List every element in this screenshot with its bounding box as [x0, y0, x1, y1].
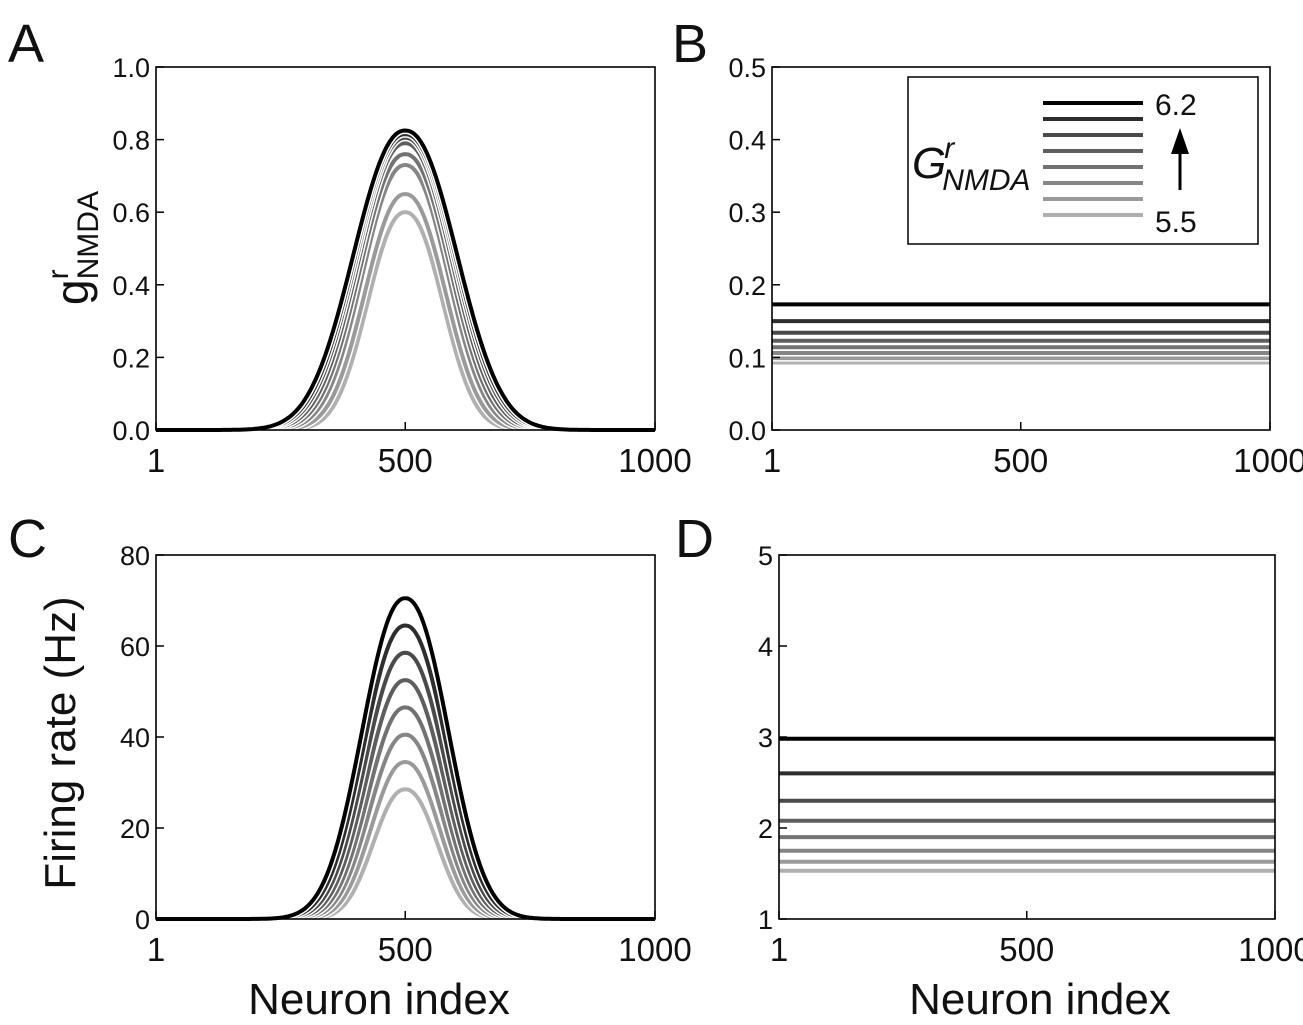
panel-d: 1 2 3 4 5 1 500 1000 — [758, 541, 1303, 968]
series-line-c-0 — [156, 787, 655, 921]
series-line-c-1 — [156, 759, 655, 921]
series-halo-c-1 — [156, 758, 655, 923]
series-line-c-6 — [156, 623, 655, 921]
x-tick-label-d-1: 500 — [999, 931, 1054, 968]
series-line-c-3 — [156, 705, 655, 921]
y-tick-label-b-2: 0.2 — [728, 271, 766, 301]
ylabel-top-subscript: NMDA — [72, 191, 105, 279]
series-halo-a-0 — [156, 208, 655, 434]
series-halo-c-4 — [156, 676, 655, 923]
legend-top-value: 6.2 — [1155, 89, 1197, 122]
y-tick-label-b-0: 0.0 — [728, 416, 766, 446]
series-halo-c-6 — [156, 621, 655, 923]
x-tick-label-b-0: 1 — [763, 442, 781, 479]
legend-title: Gr NMDA — [912, 132, 1031, 197]
series-halo-c-3 — [156, 703, 655, 923]
x-tick-label-c-0: 1 — [147, 931, 165, 968]
panel-a: 0.0 0.2 0.4 0.6 0.8 1.0 1 500 1000 — [112, 53, 691, 479]
series-group-b — [772, 300, 1270, 366]
series-halo-c-0 — [156, 785, 655, 923]
y-tick-label-c-1: 20 — [120, 814, 150, 844]
x-axis-label-left: Neuron index — [248, 975, 510, 1024]
series-line-a-5 — [156, 135, 655, 432]
x-tick-label-d-0: 1 — [770, 931, 788, 968]
plot-frame-a — [155, 66, 656, 431]
x-tick-label-b-1: 500 — [993, 442, 1048, 479]
y-tick-label-a-3: 0.6 — [112, 198, 150, 228]
y-tick-label-d-3: 4 — [758, 632, 773, 662]
legend-arrow-head — [1171, 128, 1189, 154]
y-tick-label-d-2: 3 — [758, 723, 773, 753]
panel-letter-b: B — [672, 14, 708, 74]
panel-letter-d: D — [675, 509, 714, 569]
legend-bottom-value: 5.5 — [1155, 206, 1197, 239]
x-tick-label-c-1: 500 — [378, 931, 433, 968]
y-tick-label-d-1: 2 — [758, 814, 773, 844]
x-tick-label-b-2: 1000 — [1233, 442, 1303, 479]
y-tick-label-d-4: 5 — [758, 541, 773, 571]
legend-title-base: G — [912, 139, 946, 188]
legend-title-superscript: r — [944, 132, 955, 165]
y-tick-label-b-5: 0.5 — [728, 53, 766, 83]
y-tick-label-b-1: 0.1 — [728, 343, 766, 373]
panel-letter-a: A — [8, 14, 44, 74]
series-line-a-0 — [156, 210, 655, 432]
y-tick-label-a-0: 0.0 — [112, 416, 150, 446]
series-group-c — [156, 594, 655, 923]
panel-c: 0 20 40 60 80 1 500 1000 — [120, 541, 692, 968]
ylabel-top-superscript: r — [42, 269, 75, 279]
series-line-a-2 — [156, 163, 655, 432]
y-tick-label-b-3: 0.3 — [728, 198, 766, 228]
series-halo-a-7 — [156, 126, 655, 434]
series-line-a-7 — [156, 128, 655, 432]
x-tick-label-d-2: 1000 — [1238, 931, 1303, 968]
series-halo-a-1 — [156, 190, 655, 434]
series-line-a-4 — [156, 141, 655, 432]
y-tick-label-a-1: 0.2 — [112, 343, 150, 373]
y-tick-label-a-5: 1.0 — [112, 53, 150, 83]
x-tick-label-a-1: 500 — [378, 442, 433, 479]
y-tick-label-c-4: 80 — [120, 541, 150, 571]
y-tick-label-a-2: 0.4 — [112, 271, 150, 301]
y-tick-label-c-0: 0 — [135, 905, 150, 935]
y-axis-label-conductance: grNMDA — [42, 191, 105, 305]
legend-title-subscript: NMDA — [942, 164, 1030, 197]
series-halo-a-5 — [156, 134, 655, 434]
x-tick-label-c-2: 1000 — [618, 931, 691, 968]
y-tick-label-c-2: 40 — [120, 723, 150, 753]
series-halo-a-6 — [156, 130, 655, 434]
panel-letter-c: C — [8, 509, 47, 569]
y-axis-label-firing-rate: Firing rate (Hz) — [36, 596, 85, 889]
y-tick-label-c-3: 60 — [120, 632, 150, 662]
series-line-a-6 — [156, 132, 655, 432]
series-halo-a-2 — [156, 161, 655, 434]
series-line-a-1 — [156, 192, 655, 432]
panel-b: 0.0 0.1 0.2 0.3 0.4 0.5 1 500 1000 — [728, 53, 1303, 479]
series-halo-a-4 — [156, 139, 655, 434]
legend: Gr NMDA 6.2 5.5 — [907, 76, 1259, 245]
y-tick-label-b-4: 0.4 — [728, 126, 766, 156]
series-line-c-4 — [156, 678, 655, 921]
legend-lines — [1043, 101, 1143, 217]
y-tick-label-a-4: 0.8 — [112, 126, 150, 156]
x-tick-label-a-2: 1000 — [618, 442, 691, 479]
y-tick-label-d-0: 1 — [758, 905, 773, 935]
series-group-a — [156, 126, 655, 434]
x-tick-label-a-0: 1 — [147, 442, 165, 479]
series-group-d — [779, 735, 1275, 875]
x-axis-label-right: Neuron index — [909, 975, 1171, 1024]
ylabel-top-base: g — [46, 279, 98, 305]
